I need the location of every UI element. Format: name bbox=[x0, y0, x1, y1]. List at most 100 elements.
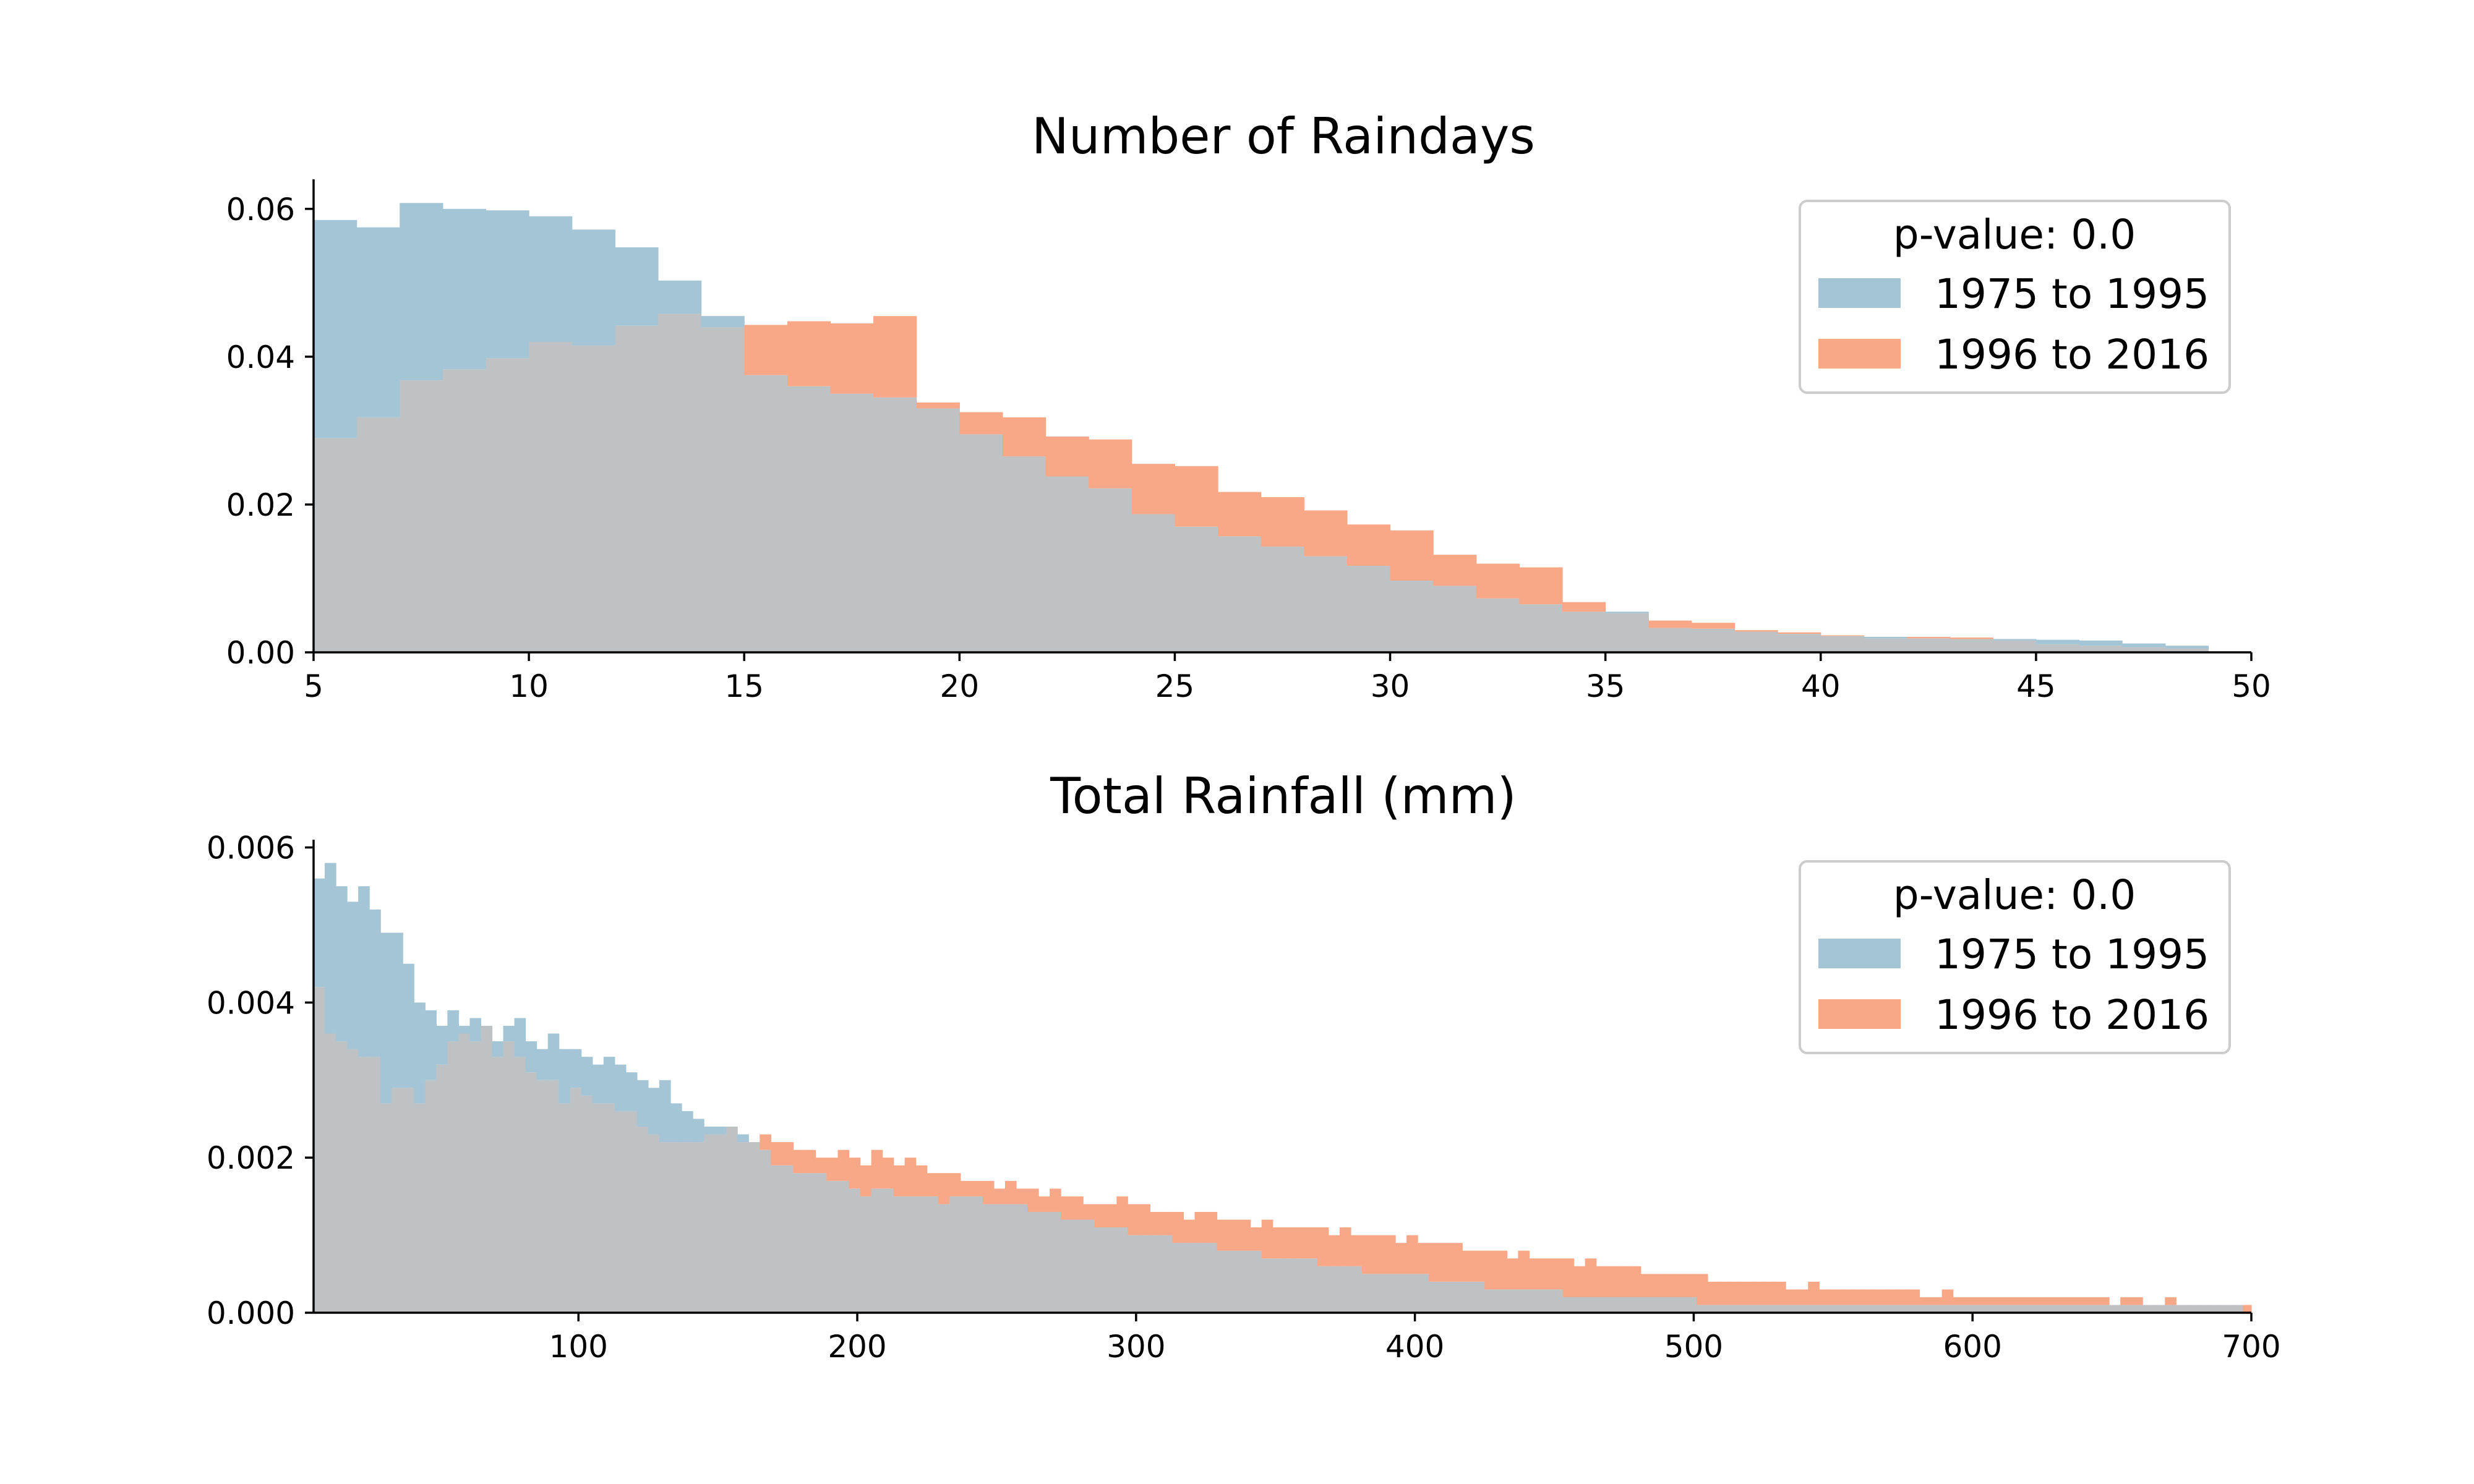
rainfall-overlap-bar bbox=[771, 1165, 782, 1313]
rainfall-bar-1996 bbox=[2165, 1297, 2177, 1305]
rainfall-overlap-bar bbox=[682, 1142, 693, 1313]
rainfall-overlap-bar bbox=[1730, 1305, 1742, 1313]
raindays-bar-1975 bbox=[2035, 639, 2080, 644]
raindays-x-tick-label: 30 bbox=[1371, 668, 1410, 704]
rainfall-bar-1996 bbox=[1350, 1235, 1363, 1266]
rainfall-bar-1996 bbox=[1451, 1243, 1463, 1282]
rainfall-overlap-bar bbox=[2008, 1305, 2021, 1313]
rainfall-bar-1975 bbox=[581, 1057, 593, 1096]
rainfall-legend-label-1975: 1975 to 1995 bbox=[1935, 931, 2209, 978]
rainfall-overlap-bar bbox=[414, 1103, 426, 1313]
rainfall-legend-label-1996: 1996 to 2016 bbox=[1935, 991, 2209, 1039]
rainfall-bar-1996 bbox=[1573, 1266, 1586, 1297]
rainfall-overlap-bar bbox=[358, 1057, 370, 1313]
rainfall-bar-1996 bbox=[815, 1158, 828, 1174]
rainfall-bar-1996 bbox=[1384, 1235, 1396, 1274]
raindays-overlap-bar bbox=[916, 408, 960, 652]
raindays-overlap-bar bbox=[787, 386, 831, 652]
rainfall-overlap-bar bbox=[1696, 1305, 1708, 1313]
rainfall-overlap-bar bbox=[1306, 1258, 1318, 1313]
rainfall-bar-1975 bbox=[603, 1057, 615, 1104]
rainfall-overlap-bar bbox=[1930, 1305, 1943, 1313]
rainfall-bar-1996 bbox=[1930, 1297, 1943, 1305]
raindays-overlap-bar bbox=[2165, 649, 2209, 652]
rainfall-overlap-bar bbox=[960, 1196, 972, 1313]
rainfall-overlap-bar bbox=[1651, 1297, 1664, 1313]
rainfall-bar-1996 bbox=[1061, 1196, 1072, 1220]
rainfall-overlap-bar bbox=[1707, 1305, 1719, 1313]
rainfall-bar-1996 bbox=[1004, 1180, 1017, 1205]
rainfall-overlap-bar bbox=[336, 1041, 348, 1313]
rainfall-bar-1996 bbox=[960, 1180, 972, 1196]
rainfall-bar-1996 bbox=[1083, 1204, 1095, 1220]
rainfall-overlap-bar bbox=[2187, 1305, 2199, 1313]
rainfall-bar-1996 bbox=[915, 1165, 928, 1196]
rainfall-overlap-bar bbox=[1986, 1305, 1998, 1313]
rainfall-bar-1996 bbox=[1841, 1289, 1853, 1305]
rainfall-bar-1975 bbox=[325, 863, 336, 1034]
raindays-bar-1996 bbox=[1648, 620, 1692, 628]
rainfall-bar-1996 bbox=[1685, 1274, 1697, 1297]
rainfall-overlap-bar bbox=[1797, 1305, 1808, 1313]
rainfall-bar-1996 bbox=[760, 1134, 771, 1150]
rainfall-title: Total Rainfall (mm) bbox=[1050, 767, 1516, 825]
rainfall-overlap-bar bbox=[1239, 1250, 1251, 1313]
rainfall-overlap-bar bbox=[826, 1180, 839, 1313]
rainfall-bar-1996 bbox=[1217, 1219, 1229, 1251]
raindays-overlap-bar bbox=[2122, 647, 2166, 652]
raindays-overlap-bar bbox=[615, 325, 659, 652]
raindays-bar-1975 bbox=[1993, 639, 2037, 641]
raindays-overlap-bar bbox=[2035, 644, 2080, 652]
rainfall-overlap-bar bbox=[1718, 1305, 1731, 1313]
rainfall-overlap-bar bbox=[347, 1049, 359, 1313]
rainfall-bar-1996 bbox=[849, 1158, 861, 1189]
rainfall-bar-1996 bbox=[1507, 1258, 1519, 1290]
raindays-overlap-bar bbox=[1131, 514, 1176, 652]
rainfall-bar-1996 bbox=[971, 1180, 983, 1196]
rainfall-bar-1996 bbox=[1864, 1289, 1876, 1305]
raindays-x-tick-label: 50 bbox=[2232, 668, 2271, 704]
rainfall-overlap-bar bbox=[425, 1080, 437, 1313]
rainfall-y-tick-label: 0.004 bbox=[207, 985, 295, 1021]
rainfall-overlap-bar bbox=[1440, 1281, 1452, 1313]
rainfall-bar-1996 bbox=[927, 1173, 939, 1196]
rainfall-overlap-bar bbox=[1685, 1297, 1697, 1313]
raindays-overlap-bar bbox=[1045, 476, 1089, 652]
rainfall-overlap-bar bbox=[1261, 1258, 1273, 1313]
rainfall-overlap-bar bbox=[1663, 1297, 1675, 1313]
rainfall-overlap-bar bbox=[1061, 1219, 1072, 1313]
rainfall-overlap-bar bbox=[1361, 1274, 1374, 1313]
raindays-overlap-bar bbox=[701, 327, 745, 652]
rainfall-bar-1975 bbox=[358, 886, 370, 1057]
rainfall-bar-1996 bbox=[2087, 1297, 2099, 1305]
rainfall-bar-1996 bbox=[2076, 1297, 2087, 1305]
rainfall-overlap-bar bbox=[525, 1072, 537, 1313]
raindays-bar-1975 bbox=[2165, 646, 2209, 649]
rainfall-bar-1996 bbox=[1228, 1219, 1240, 1251]
raindays-bar-1975 bbox=[529, 216, 573, 342]
raindays-bar-1996 bbox=[744, 325, 788, 375]
raindays-bar-1975 bbox=[2122, 643, 2166, 647]
rainfall-bar-1996 bbox=[1139, 1204, 1150, 1235]
rainfall-overlap-bar bbox=[1105, 1227, 1117, 1313]
rainfall-overlap-bar bbox=[693, 1142, 704, 1313]
raindays-legend-title: p-value: 0.0 bbox=[1893, 211, 2136, 258]
rainfall-bar-1975 bbox=[436, 1025, 448, 1065]
raindays-bar-1975 bbox=[314, 220, 357, 438]
raindays-legend: p-value: 0.0 1975 to 1995 1996 to 2016 bbox=[1799, 200, 2231, 394]
rainfall-overlap-bar bbox=[1640, 1297, 1653, 1313]
rainfall-overlap-bar bbox=[2031, 1305, 2043, 1313]
rainfall-bar-1996 bbox=[1618, 1266, 1630, 1297]
raindays-bar-1996 bbox=[1433, 555, 1477, 586]
rainfall-overlap-bar bbox=[1518, 1289, 1530, 1313]
raindays-legend-frame bbox=[1799, 200, 2231, 394]
raindays-overlap-bar bbox=[1261, 547, 1304, 652]
rainfall-bar-1975 bbox=[469, 1018, 482, 1042]
rainfall-bar-1975 bbox=[425, 1010, 437, 1080]
raindays-bar-1975 bbox=[486, 210, 529, 359]
rainfall-overlap-bar bbox=[1295, 1258, 1307, 1313]
rainfall-overlap-bar bbox=[760, 1149, 771, 1313]
rainfall-bar-1996 bbox=[1819, 1289, 1831, 1305]
raindays-overlap-bar bbox=[959, 434, 1003, 652]
